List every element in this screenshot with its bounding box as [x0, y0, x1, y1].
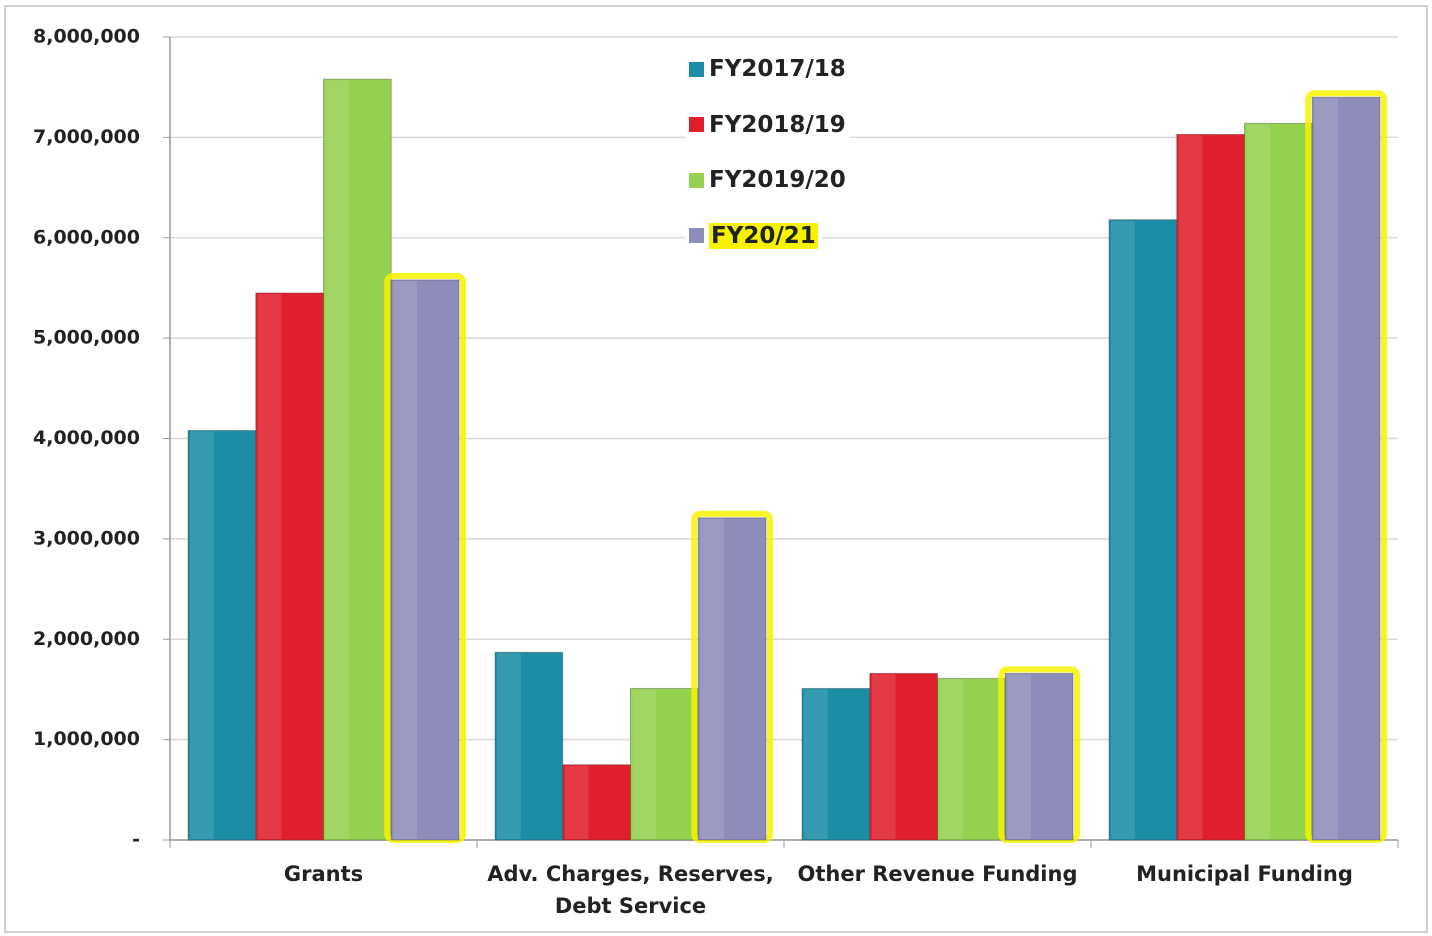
bar: [1176, 133, 1245, 841]
bar: [562, 764, 631, 841]
bar-shine: [564, 765, 589, 839]
legend-swatch: [689, 172, 704, 188]
bar-shine: [325, 80, 350, 840]
bar-shine: [1178, 135, 1203, 839]
bar-shine: [190, 431, 214, 839]
legend-swatch: [689, 61, 704, 77]
bar-shine: [1007, 674, 1031, 839]
bar: [1311, 96, 1381, 841]
bar: [390, 279, 460, 841]
legend-swatch: [689, 228, 704, 243]
y-tick-label: 5,000,000: [33, 327, 140, 349]
chart-border: [4, 5, 1428, 933]
y-tick-label: 3,000,000: [33, 527, 140, 549]
y-tick-label: 1,000,000: [33, 728, 140, 750]
bar: [1004, 672, 1074, 841]
legend-item: FY20/21: [685, 220, 822, 251]
bar-shine: [700, 518, 724, 839]
bar: [1108, 219, 1178, 841]
legend-label: FY20/21: [709, 222, 818, 249]
legend-item: FY2017/18: [685, 54, 850, 84]
x-tick-label: Adv. Charges, Reserves, Debt Service: [487, 862, 774, 918]
bar-shine: [1314, 98, 1338, 840]
bar-shine: [871, 674, 896, 839]
x-tick-label: Other Revenue Funding: [797, 862, 1078, 886]
legend-swatch: [689, 117, 704, 132]
bar-shine: [1246, 124, 1271, 839]
legend-item: FY2019/20: [685, 165, 850, 195]
legend-label: FY2017/18: [709, 56, 846, 82]
bar: [801, 687, 871, 841]
bar-shine: [1111, 220, 1135, 839]
y-tick-label: 6,000,000: [33, 226, 140, 248]
bar: [937, 677, 1006, 841]
bar: [697, 517, 767, 841]
bar-shine: [632, 689, 657, 839]
y-tick-label: 7,000,000: [33, 126, 140, 148]
bar: [494, 651, 564, 841]
bar-shine: [804, 689, 828, 839]
x-tick-label: Grants: [283, 862, 364, 886]
bar: [1244, 122, 1313, 841]
x-tick-label: Municipal Funding: [1136, 862, 1353, 886]
bar: [630, 687, 699, 841]
bar-shine: [939, 679, 964, 839]
bar-shine: [393, 280, 417, 840]
y-tick-label: 8,000,000: [33, 26, 140, 48]
y-tick-label: -: [132, 829, 140, 851]
bar: [187, 429, 257, 841]
bar-shine: [257, 293, 282, 839]
bar: [255, 292, 324, 841]
bar-shine: [497, 653, 521, 839]
bar: [869, 672, 938, 841]
y-tick-label: 2,000,000: [33, 628, 140, 650]
legend-item: FY2018/19: [685, 109, 850, 140]
legend-label: FY2018/19: [709, 111, 846, 138]
bar: [323, 78, 392, 841]
y-tick-label: 4,000,000: [33, 427, 140, 449]
legend-label: FY2019/20: [709, 167, 846, 193]
